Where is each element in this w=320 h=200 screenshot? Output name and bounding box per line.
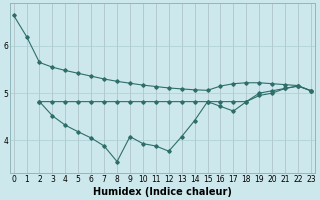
X-axis label: Humidex (Indice chaleur): Humidex (Indice chaleur)	[93, 187, 232, 197]
